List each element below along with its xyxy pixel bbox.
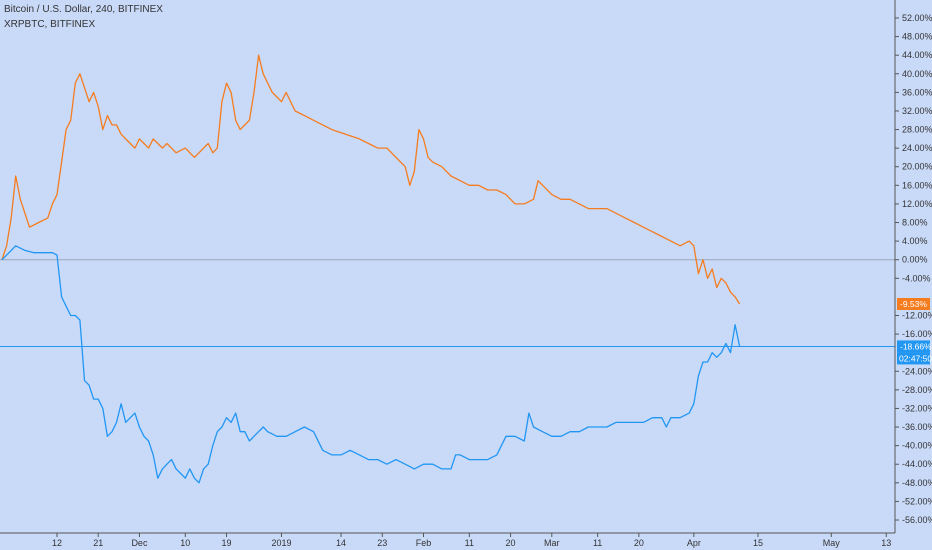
y-tick-label: 36.00% bbox=[902, 87, 932, 97]
x-tick-label: 2019 bbox=[271, 538, 291, 548]
x-tick-label: 21 bbox=[93, 538, 103, 548]
x-tick-label: 20 bbox=[634, 538, 644, 548]
y-tick-label: 0.00% bbox=[902, 255, 928, 265]
y-tick-label: -24.00% bbox=[902, 366, 932, 376]
x-tick-label: 15 bbox=[753, 538, 763, 548]
series-line-btc bbox=[1, 54, 741, 305]
y-tick-label: 4.00% bbox=[902, 236, 928, 246]
last-value-label: -9.53% bbox=[900, 299, 927, 309]
y-tick-label: 12.00% bbox=[902, 199, 932, 209]
y-tick-label: -48.00% bbox=[902, 478, 932, 488]
x-tick-label: 19 bbox=[221, 538, 231, 548]
x-tick-label: Dec bbox=[131, 538, 148, 548]
y-tick-label: -36.00% bbox=[902, 422, 932, 432]
y-tick-label: 40.00% bbox=[902, 69, 932, 79]
last-value-badge bbox=[897, 340, 930, 353]
y-tick-label: 16.00% bbox=[902, 180, 932, 190]
y-tick-label: -44.00% bbox=[902, 459, 932, 469]
legend-btc: Bitcoin / U.S. Dollar, 240, BITFINEX bbox=[4, 4, 163, 15]
x-tick-label: Feb bbox=[416, 538, 432, 548]
y-tick-label: 28.00% bbox=[902, 125, 932, 135]
y-tick-label: -4.00% bbox=[902, 273, 931, 283]
y-tick-label: -12.00% bbox=[902, 310, 932, 320]
last-value-badge bbox=[897, 298, 930, 311]
x-tick-label: Mar bbox=[544, 538, 560, 548]
x-tick-label: 12 bbox=[52, 538, 62, 548]
y-tick-label: -16.00% bbox=[902, 329, 932, 339]
y-tick-label: 8.00% bbox=[902, 218, 928, 228]
y-tick-label: -56.00% bbox=[902, 515, 932, 525]
series-layer bbox=[1, 54, 741, 484]
time-badge bbox=[897, 352, 930, 365]
x-tick-label: 14 bbox=[336, 538, 346, 548]
x-axis-ticks: 12 21 Dec 10 19 2019 14 23 Feb 11 20 Mar 11 20 Apr 15 Ma… bbox=[52, 533, 891, 548]
y-tick-label: 20.00% bbox=[902, 162, 932, 172]
y-tick-label: 52.00% bbox=[902, 13, 932, 23]
y-tick-label: -52.00% bbox=[902, 496, 932, 506]
x-tick-label: 23 bbox=[377, 538, 387, 548]
horizontal-lines bbox=[0, 259, 895, 347]
time-badge-label: 02:47:50 bbox=[899, 353, 932, 363]
y-tick-label: -40.00% bbox=[902, 441, 932, 451]
x-tick-label: 13 bbox=[881, 538, 891, 548]
y-tick-label: -28.00% bbox=[902, 385, 932, 395]
x-tick-label: May bbox=[823, 538, 841, 548]
x-tick-label: 20 bbox=[506, 538, 516, 548]
legend-xrpbtc: XRPBTC, BITFINEX bbox=[4, 19, 96, 30]
price-badges: -9.53% -18.66% 02:47:50 bbox=[897, 298, 932, 365]
y-tick-label: 32.00% bbox=[902, 106, 932, 116]
y-tick-label: -32.00% bbox=[902, 403, 932, 413]
x-tick-label: 11 bbox=[593, 538, 602, 548]
x-tick-label: Apr bbox=[687, 538, 701, 548]
y-tick-label: 44.00% bbox=[902, 50, 932, 60]
y-axis-ticks: 52.00% 48.00% 44.00% 40.00% 36.00% 32.00% 28.0… bbox=[895, 13, 932, 525]
x-tick-label: 11 bbox=[465, 538, 474, 548]
series-line-xrpbtc bbox=[1, 245, 741, 484]
y-tick-label: 24.00% bbox=[902, 143, 932, 153]
last-value-label: -18.66% bbox=[900, 341, 932, 351]
x-tick-label: 10 bbox=[180, 538, 190, 548]
y-tick-label: 48.00% bbox=[902, 32, 932, 42]
